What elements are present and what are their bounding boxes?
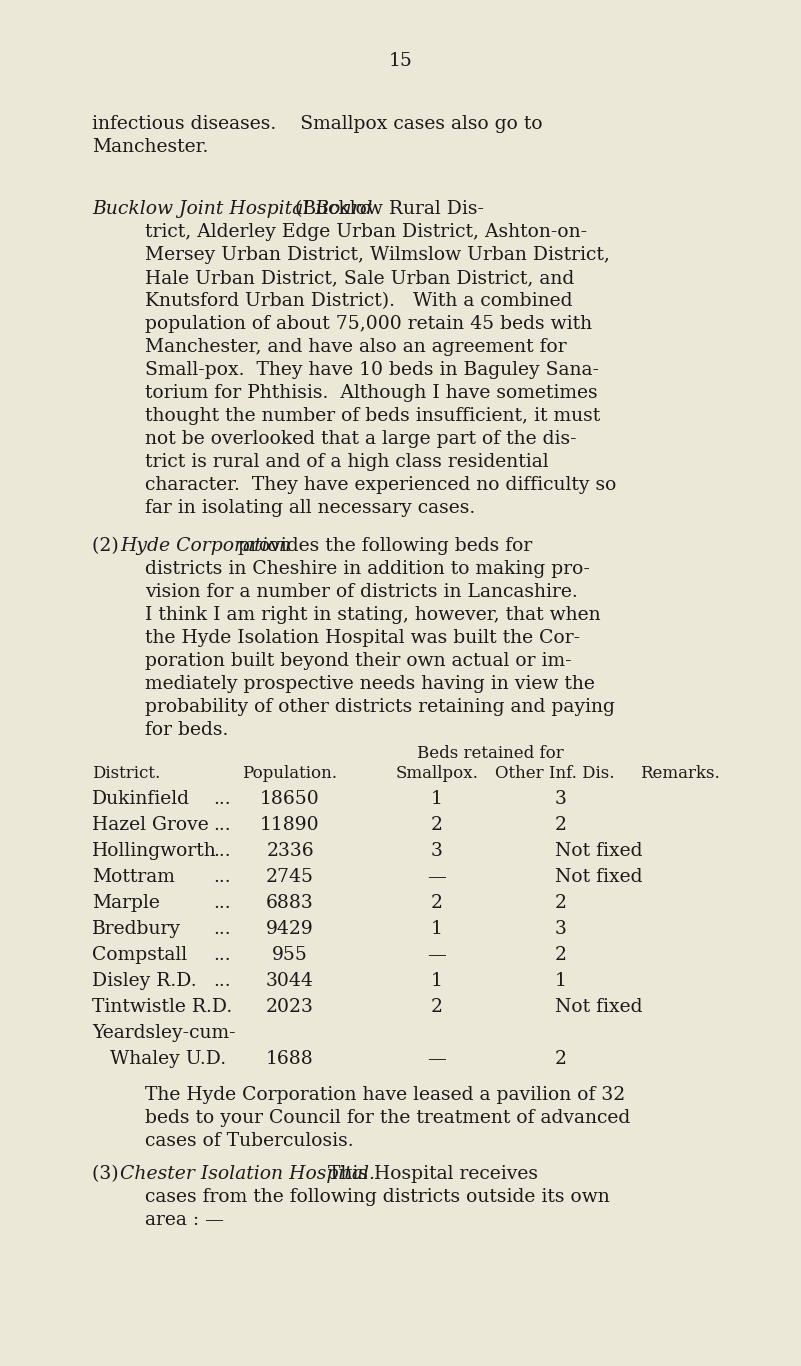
Text: cases of Tuberculosis.: cases of Tuberculosis.: [145, 1132, 353, 1150]
Text: Beds retained for: Beds retained for: [417, 744, 563, 762]
Text: Manchester.: Manchester.: [92, 138, 208, 156]
Text: Population.: Population.: [243, 765, 337, 781]
Text: 1: 1: [431, 790, 443, 809]
Text: Bucklow Joint Hospital Board: Bucklow Joint Hospital Board: [92, 199, 372, 219]
Text: probability of other districts retaining and paying: probability of other districts retaining…: [145, 698, 615, 716]
Text: 2: 2: [431, 816, 443, 835]
Text: population of about 75,000 retain 45 beds with: population of about 75,000 retain 45 bed…: [145, 316, 592, 333]
Text: the Hyde Isolation Hospital was built the Cor-: the Hyde Isolation Hospital was built th…: [145, 628, 580, 647]
Text: Bredbury: Bredbury: [92, 919, 181, 938]
Text: infectious diseases.    Smallpox cases also go to: infectious diseases. Smallpox cases also…: [92, 115, 542, 133]
Text: not be overlooked that a large part of the dis-: not be overlooked that a large part of t…: [145, 430, 577, 448]
Text: 2745: 2745: [266, 867, 314, 887]
Text: Dukinfield: Dukinfield: [92, 790, 190, 809]
Text: thought the number of beds insufficient, it must: thought the number of beds insufficient,…: [145, 407, 600, 425]
Text: torium for Phthisis.  Although I have sometimes: torium for Phthisis. Although I have som…: [145, 384, 598, 402]
Text: 2: 2: [555, 893, 567, 912]
Text: 18650: 18650: [260, 790, 320, 809]
Text: Whaley U.D.: Whaley U.D.: [92, 1050, 226, 1068]
Text: (Bucklow Rural Dis-: (Bucklow Rural Dis-: [288, 199, 484, 219]
Text: ...: ...: [213, 973, 231, 990]
Text: trict, Alderley Edge Urban District, Ashton-on-: trict, Alderley Edge Urban District, Ash…: [145, 223, 587, 240]
Text: 9429: 9429: [266, 919, 314, 938]
Text: Manchester, and have also an agreement for: Manchester, and have also an agreement f…: [145, 337, 566, 357]
Text: (2): (2): [92, 537, 125, 555]
Text: This Hospital receives: This Hospital receives: [310, 1165, 537, 1183]
Text: —: —: [428, 867, 446, 887]
Text: Not fixed: Not fixed: [555, 999, 642, 1016]
Text: provides the following beds for: provides the following beds for: [232, 537, 533, 555]
Text: 1: 1: [431, 973, 443, 990]
Text: 3: 3: [431, 841, 443, 861]
Text: poration built beyond their own actual or im-: poration built beyond their own actual o…: [145, 652, 572, 669]
Text: (3): (3): [92, 1165, 125, 1183]
Text: The Hyde Corporation have leased a pavilion of 32: The Hyde Corporation have leased a pavil…: [145, 1086, 626, 1104]
Text: area : —: area : —: [145, 1212, 224, 1229]
Text: 15: 15: [388, 52, 413, 70]
Text: ...: ...: [213, 841, 231, 861]
Text: character.  They have experienced no difficulty so: character. They have experienced no diff…: [145, 475, 617, 494]
Text: Hazel Grove: Hazel Grove: [92, 816, 209, 835]
Text: ...: ...: [213, 919, 231, 938]
Text: Compstall: Compstall: [92, 947, 187, 964]
Text: 1688: 1688: [266, 1050, 314, 1068]
Text: 2: 2: [431, 893, 443, 912]
Text: Disley R.D.: Disley R.D.: [92, 973, 196, 990]
Text: Hollingworth: Hollingworth: [92, 841, 217, 861]
Text: 2: 2: [555, 816, 567, 835]
Text: 3044: 3044: [266, 973, 314, 990]
Text: districts in Cheshire in addition to making pro-: districts in Cheshire in addition to mak…: [145, 560, 590, 578]
Text: Not fixed: Not fixed: [555, 841, 642, 861]
Text: ...: ...: [213, 947, 231, 964]
Text: 2: 2: [431, 999, 443, 1016]
Text: Mottram: Mottram: [92, 867, 175, 887]
Text: ...: ...: [213, 790, 231, 809]
Text: ...: ...: [213, 867, 231, 887]
Text: Tintwistle R.D.: Tintwistle R.D.: [92, 999, 232, 1016]
Text: vision for a number of districts in Lancashire.: vision for a number of districts in Lanc…: [145, 583, 578, 601]
Text: Mersey Urban District, Wilmslow Urban District,: Mersey Urban District, Wilmslow Urban Di…: [145, 246, 610, 264]
Text: Other Inf. Dis.: Other Inf. Dis.: [495, 765, 614, 781]
Text: cases from the following districts outside its own: cases from the following districts outsi…: [145, 1188, 610, 1206]
Text: 2023: 2023: [266, 999, 314, 1016]
Text: ...: ...: [213, 893, 231, 912]
Text: 955: 955: [272, 947, 308, 964]
Text: Yeardsley-cum-: Yeardsley-cum-: [92, 1024, 235, 1042]
Text: Hyde Corporation: Hyde Corporation: [120, 537, 291, 555]
Text: —: —: [428, 947, 446, 964]
Text: 1: 1: [431, 919, 443, 938]
Text: trict is rural and of a high class residential: trict is rural and of a high class resid…: [145, 454, 549, 471]
Text: 3: 3: [555, 919, 567, 938]
Text: for beds.: for beds.: [145, 721, 228, 739]
Text: 3: 3: [555, 790, 567, 809]
Text: mediately prospective needs having in view the: mediately prospective needs having in vi…: [145, 675, 595, 693]
Text: Marple: Marple: [92, 893, 160, 912]
Text: District.: District.: [92, 765, 160, 781]
Text: beds to your Council for the treatment of advanced: beds to your Council for the treatment o…: [145, 1109, 630, 1127]
Text: I think I am right in stating, however, that when: I think I am right in stating, however, …: [145, 607, 601, 624]
Text: Smallpox.: Smallpox.: [396, 765, 478, 781]
Text: Chester Isolation Hospital.: Chester Isolation Hospital.: [120, 1165, 375, 1183]
Text: far in isolating all necessary cases.: far in isolating all necessary cases.: [145, 499, 475, 516]
Text: Hale Urban District, Sale Urban District, and: Hale Urban District, Sale Urban District…: [145, 269, 574, 287]
Text: 2336: 2336: [266, 841, 314, 861]
Text: 2: 2: [555, 1050, 567, 1068]
Text: 11890: 11890: [260, 816, 320, 835]
Text: 1: 1: [555, 973, 567, 990]
Text: —: —: [428, 1050, 446, 1068]
Text: ...: ...: [213, 816, 231, 835]
Text: 2: 2: [555, 947, 567, 964]
Text: Remarks.: Remarks.: [640, 765, 720, 781]
Text: Not fixed: Not fixed: [555, 867, 642, 887]
Text: 6883: 6883: [266, 893, 314, 912]
Text: Small-pox.  They have 10 beds in Baguley Sana-: Small-pox. They have 10 beds in Baguley …: [145, 361, 599, 378]
Text: Knutsford Urban District).   With a combined: Knutsford Urban District). With a combin…: [145, 292, 573, 310]
